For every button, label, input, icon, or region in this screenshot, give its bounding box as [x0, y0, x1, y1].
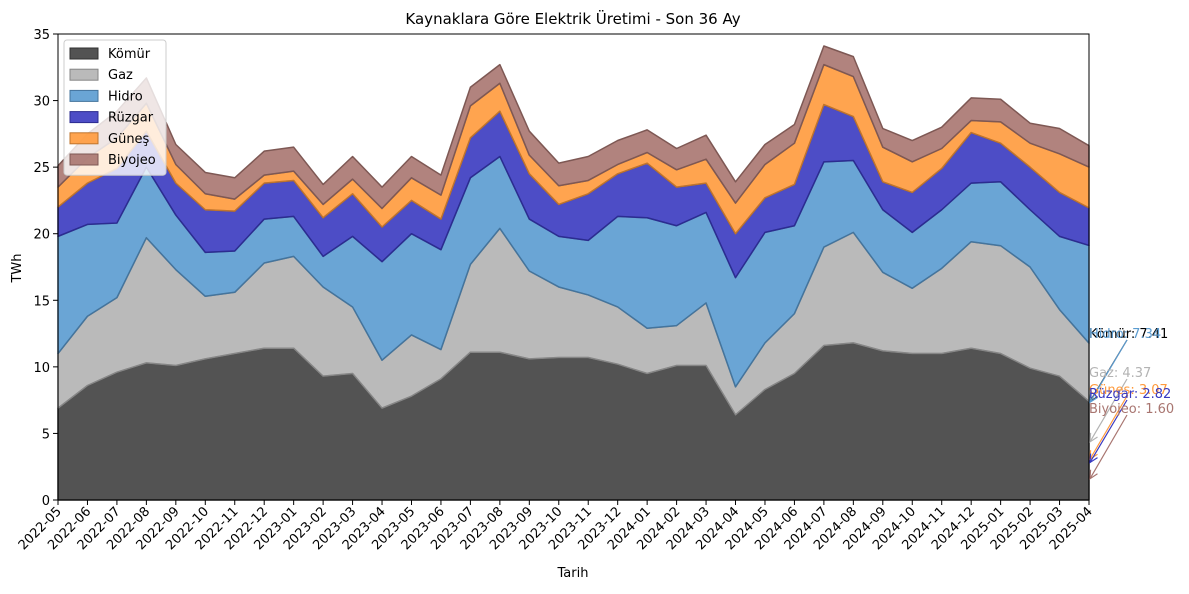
annotation-arrowhead-biyojeo — [1089, 469, 1098, 480]
annotation-arrow-gunes — [1089, 395, 1128, 460]
legend-swatch-komur — [69, 47, 99, 60]
legend-label-hidro: Hidro — [108, 89, 143, 104]
y-tick-label: 15 — [33, 294, 50, 309]
annotation-arrow-biyojeo — [1089, 414, 1128, 479]
y-axis-label: TWh — [10, 253, 25, 283]
annotation-arrowhead-hidro — [1089, 393, 1098, 404]
legend-label-biyojeo: Biyojeo — [108, 153, 156, 168]
annotation-arrow-hidro — [1089, 339, 1128, 403]
y-tick-label: 35 — [33, 28, 50, 43]
legend-label-komur: Kömür — [108, 47, 151, 62]
legend-label-gunes: Güneş — [108, 132, 150, 147]
plot-border — [57, 33, 1090, 501]
legend-swatch-biyojeo — [69, 153, 99, 166]
y-tick-label: 10 — [33, 361, 50, 376]
annotation-arrowhead-ruzgar — [1089, 453, 1098, 464]
x-axis-label: Tarih — [557, 566, 589, 581]
legend-swatch-ruzgar — [69, 111, 99, 124]
area-layers — [57, 45, 1090, 501]
y-tick-label: 5 — [42, 427, 50, 442]
annotation-komur: Kömür: 7.41 — [1089, 327, 1168, 342]
annotation-gaz: Gaz: 4.37 — [1089, 366, 1151, 381]
annotation-gunes: Güneş: 3.07 — [1089, 383, 1168, 398]
y-tick-label: 30 — [33, 95, 50, 110]
legend-swatch-hidro — [69, 89, 99, 102]
plot-frame — [57, 33, 1090, 501]
annotation-arrow-ruzgar — [1089, 399, 1128, 463]
chart-title: Kaynaklara Göre Elektrik Üretimi - Son 3… — [405, 9, 740, 28]
annotation-arrowhead-gaz — [1089, 432, 1098, 443]
legend-swatch-gunes — [69, 132, 99, 145]
legend-label-ruzgar: Rüzgar — [108, 111, 154, 126]
y-tick-label: 20 — [33, 228, 50, 243]
y-tick-label: 25 — [33, 161, 50, 176]
annotation-ruzgar: Rüzgar: 2.82 — [1089, 387, 1171, 402]
legend-swatch-gaz — [69, 68, 99, 81]
legend: Kömür Gaz Hidro Rüzgar Güneş Biyojeo — [63, 39, 167, 176]
y-tick-label: 0 — [42, 494, 50, 509]
annotation-arrow-gaz — [1089, 378, 1128, 443]
y-axis: 0 5 10 15 20 25 30 35 — [33, 28, 58, 509]
annotation-biyojeo: Biyojeo: 1.60 — [1089, 402, 1174, 417]
annotation-hidro: Hidro: 7.34 — [1089, 327, 1161, 342]
x-axis: 2022-052022-062022-072022-082022-092022-… — [16, 500, 1096, 553]
area-komur — [57, 342, 1090, 501]
legend-label-gaz: Gaz — [108, 68, 133, 83]
